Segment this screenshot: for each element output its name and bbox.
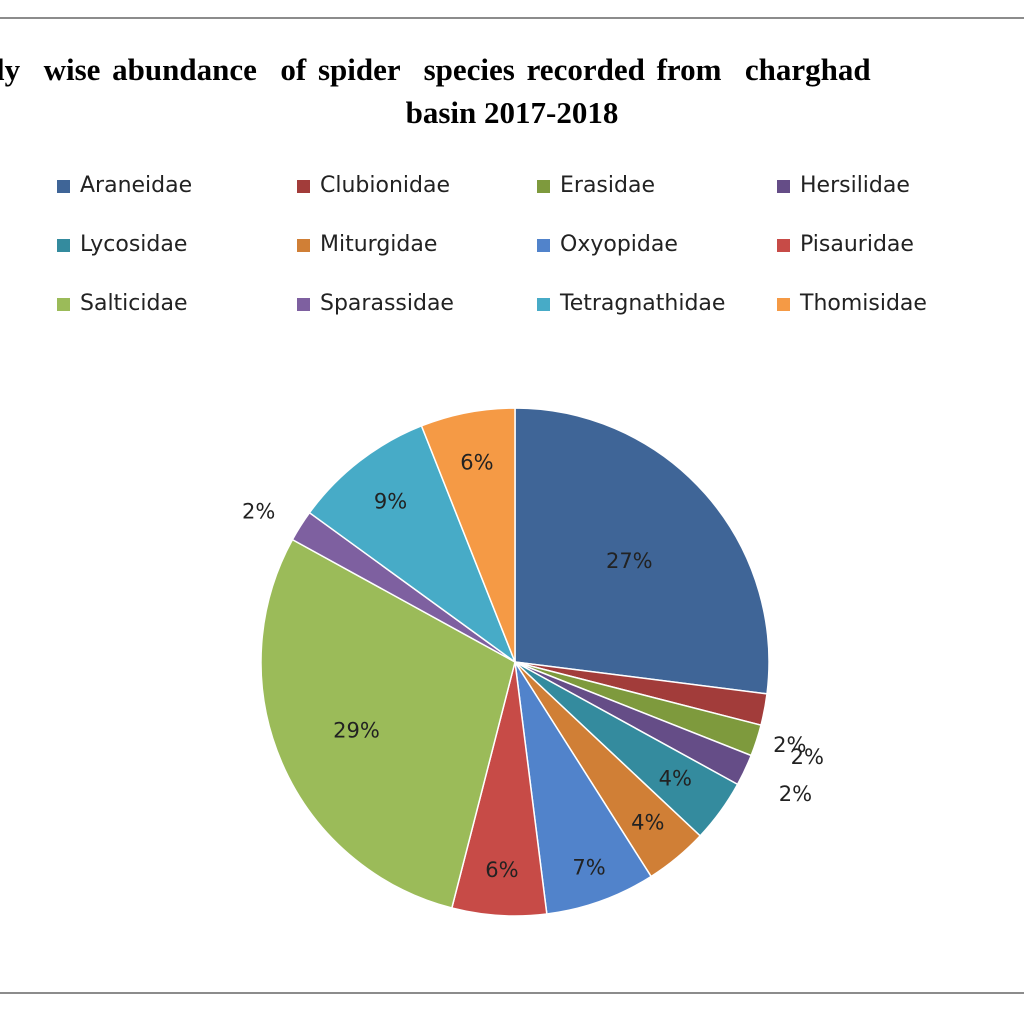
pie-slice <box>420 407 516 663</box>
pie-slice-label: 2% <box>773 733 806 757</box>
legend-label: Pisauridae <box>800 232 914 257</box>
pie-slice <box>308 424 517 665</box>
legend-swatch <box>777 239 790 252</box>
legend-swatch <box>297 298 310 311</box>
pie-slice <box>514 407 770 695</box>
pie-slice-label: 4% <box>659 767 692 791</box>
pie-slice-label: 6% <box>485 858 518 882</box>
legend-label: Salticidae <box>80 291 188 316</box>
legend-label: Tetragnathidae <box>560 291 726 316</box>
pie-slice-label: 2% <box>242 500 275 524</box>
legend-label: Clubionidae <box>320 173 450 198</box>
legend-swatch <box>537 239 550 252</box>
pie-slice-label: 4% <box>631 811 664 835</box>
legend-label: Thomisidae <box>800 291 927 316</box>
legend-swatch <box>57 180 70 193</box>
legend-swatch <box>57 239 70 252</box>
chart-legend: Araneidae Clubionidae Erasidae Hersilidae Ly… <box>0 0 1024 330</box>
legend-label: Miturgidae <box>320 232 438 257</box>
chart-title-line-1: ly wise abundance of spider species reco… <box>0 52 871 87</box>
legend-label: Oxyopidae <box>560 232 678 257</box>
pie-slice-label: 6% <box>460 450 493 474</box>
legend-label: Hersilidae <box>800 173 910 198</box>
legend-label: Lycosidae <box>80 232 188 257</box>
top-border-line <box>0 17 1024 19</box>
chart-title-line-2: basin 2017-2018 <box>405 95 619 130</box>
pie-slice-label: 2% <box>791 745 824 769</box>
legend-swatch <box>777 298 790 311</box>
pie-slice-label: 7% <box>572 856 605 880</box>
legend-swatch <box>537 298 550 311</box>
bottom-border-line <box>0 992 1024 994</box>
pie-slice <box>260 538 516 909</box>
legend-swatch <box>297 180 310 193</box>
legend-swatch <box>297 239 310 252</box>
legend-swatch <box>777 180 790 193</box>
legend-swatch <box>537 180 550 193</box>
legend-swatch <box>57 298 70 311</box>
pie-slice-label: 9% <box>374 489 407 513</box>
legend-label: Sparassidae <box>320 291 454 316</box>
legend-label: Araneidae <box>80 173 193 198</box>
pie-slice <box>514 661 653 915</box>
pie-slice-label: 27% <box>606 549 653 573</box>
pie-slice-label: 29% <box>333 719 380 743</box>
pie-slice-label: 2% <box>779 782 812 806</box>
legend-label: Erasidae <box>560 173 655 198</box>
